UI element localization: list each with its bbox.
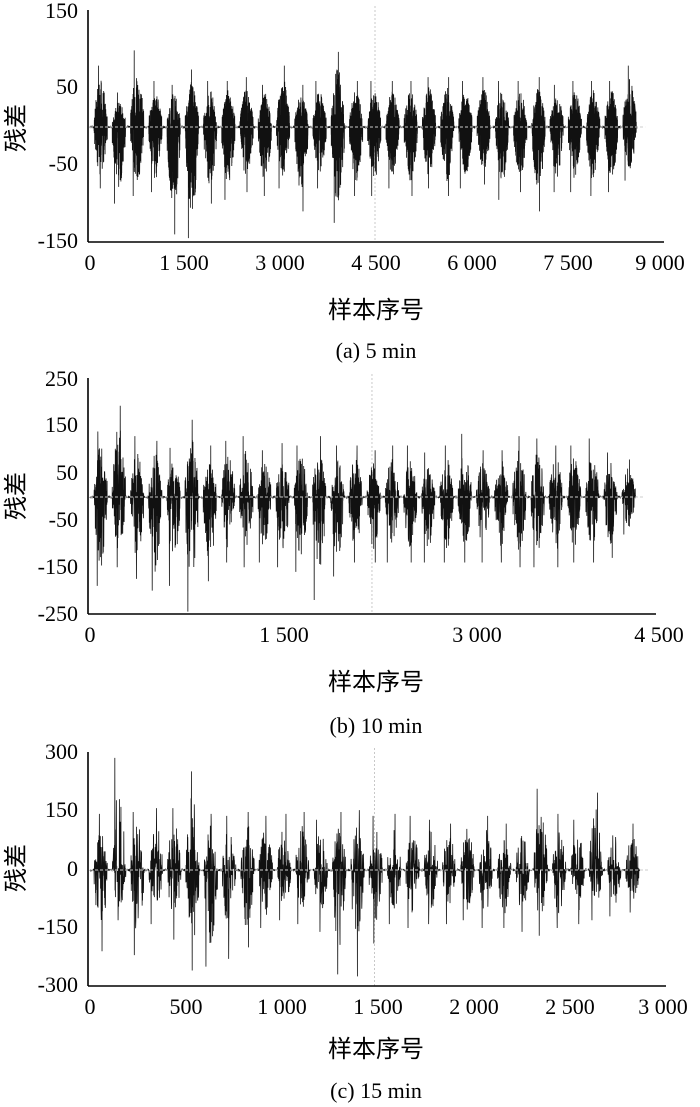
panel-a-x-tick-label: 4 500 [351, 250, 401, 275]
panel-c-x-tick-label: 3 000 [638, 994, 688, 1019]
panel-c-y-axis-label: 残差 [2, 844, 30, 892]
panel-a-x-tick-label: 9 000 [635, 250, 685, 275]
panel-a-caption: (a) 5 min [336, 338, 417, 363]
panel-c-x-tick-label: 1 500 [353, 994, 403, 1019]
panel-b-y-tick-label: 150 [45, 412, 78, 437]
panel-b-y-tick-label: 250 [45, 366, 78, 391]
panel-a-y-tick-label: 50 [56, 74, 78, 99]
residual-series-line [89, 50, 638, 239]
panel-c-y-tick-label: 150 [45, 797, 78, 822]
residual-series-line [89, 757, 641, 977]
panel-a: 150 50 -50 -150 0 1 500 3 000 4 500 6 00… [2, 0, 685, 363]
panel-b-y-tick-label: -150 [38, 554, 78, 579]
panel-a-y-tick-label: -50 [49, 151, 78, 176]
panel-a-series [89, 6, 646, 242]
residual-series-line [89, 405, 637, 612]
panel-c-x-tick-label: 1 000 [257, 994, 307, 1019]
panel-c-series [89, 748, 649, 986]
panel-b: 250 150 50 -50 -150 -250 0 1 500 3 000 4… [2, 366, 684, 738]
panel-c: 300 150 0 -150 -300 0 500 1 000 1 500 2 … [2, 739, 688, 1103]
panel-a-y-axis-label: 残差 [2, 104, 30, 152]
panel-c-x-tick-label: 2 500 [545, 994, 595, 1019]
panel-a-x-tick-label: 1 500 [159, 250, 209, 275]
panel-b-x-axis-label: 样本序号 [328, 668, 424, 696]
panel-b-caption: (b) 10 min [330, 713, 423, 738]
panel-a-x-tick-label: 0 [85, 250, 96, 275]
panel-b-y-axis-label: 残差 [2, 472, 30, 520]
panel-c-x-tick-label: 2 000 [449, 994, 499, 1019]
panel-b-x-tick-label: 0 [85, 622, 96, 647]
panel-b-y-tick-label: -50 [49, 507, 78, 532]
panel-b-x-tick-label: 1 500 [259, 622, 309, 647]
panel-a-x-tick-label: 6 000 [447, 250, 497, 275]
panel-b-series [89, 374, 645, 614]
panel-b-y-tick-label: -250 [38, 601, 78, 626]
panel-c-x-tick-label: 500 [170, 994, 203, 1019]
panel-a-x-axis-label: 样本序号 [328, 296, 424, 324]
panel-c-y-tick-label: 0 [67, 856, 78, 881]
panel-a-x-tick-label: 3 000 [255, 250, 305, 275]
panel-a-x-tick-label: 7 500 [543, 250, 593, 275]
panel-b-y-tick-label: 50 [56, 460, 78, 485]
panel-c-x-axis-label: 样本序号 [328, 1035, 424, 1063]
panel-c-y-tick-label: 300 [45, 739, 78, 764]
panel-a-y-tick-label: -150 [38, 228, 78, 253]
panel-b-x-tick-label: 4 500 [634, 622, 684, 647]
panel-c-caption: (c) 15 min [330, 1078, 422, 1103]
panel-a-y-tick-label: 150 [45, 0, 78, 23]
panel-c-x-tick-label: 0 [85, 994, 96, 1019]
panel-c-y-tick-label: -150 [38, 914, 78, 939]
panel-b-x-tick-label: 3 000 [452, 622, 502, 647]
panel-c-y-tick-label: -300 [38, 972, 78, 997]
